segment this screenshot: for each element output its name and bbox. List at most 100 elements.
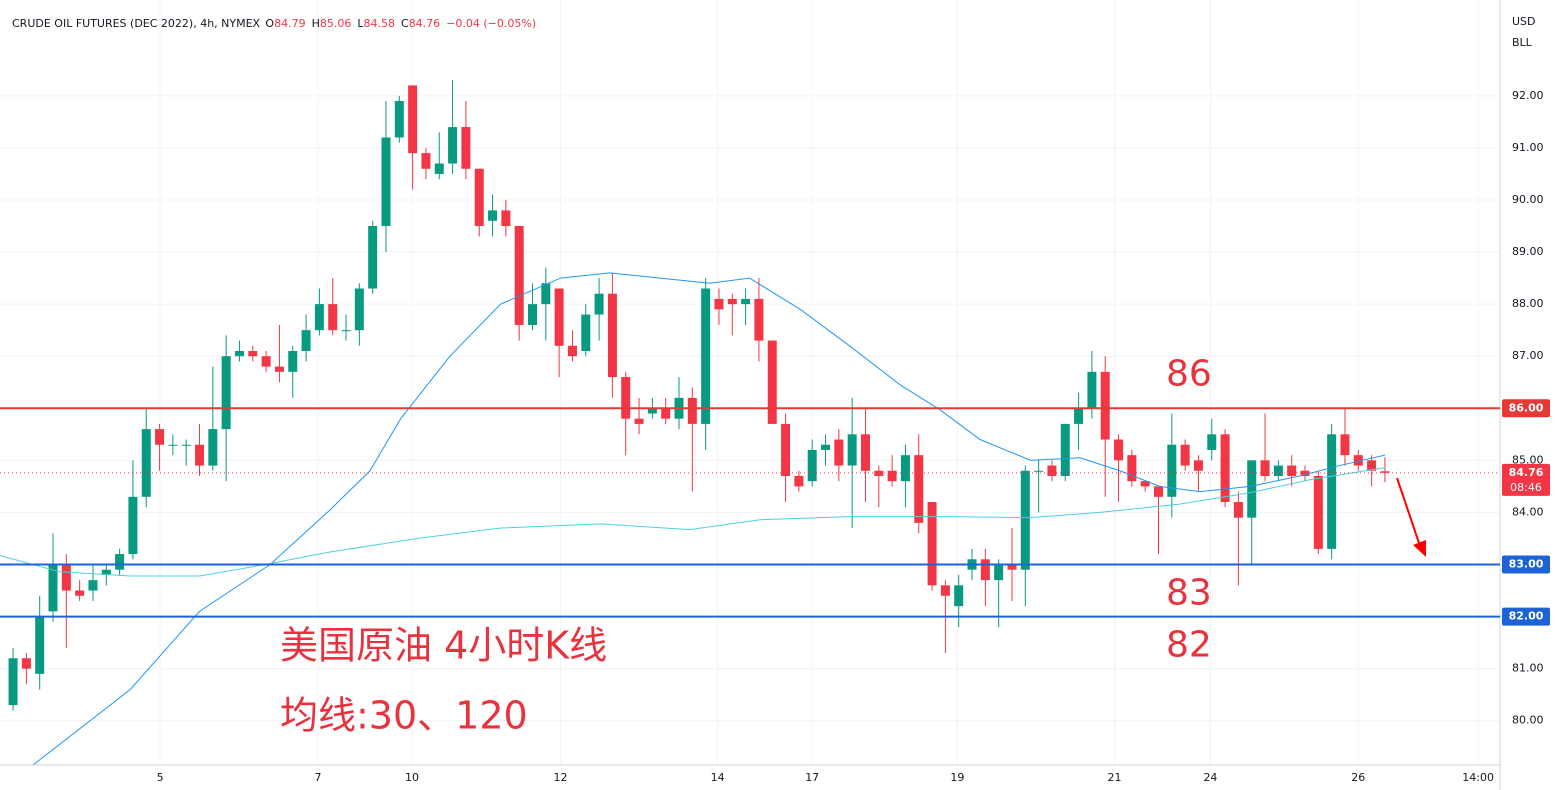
x-tick-label: 19	[950, 771, 964, 784]
y-tick-label: 87.00	[1512, 349, 1544, 362]
candle-body	[221, 356, 231, 430]
candle-body	[21, 658, 31, 669]
arrow-shaft	[1396, 477, 1420, 544]
y-tick-label: 81.00	[1512, 662, 1544, 675]
x-tick-label: 12	[553, 771, 567, 784]
level-annotation: 83	[1166, 573, 1212, 614]
plot	[0, 80, 1390, 766]
ohlc-prefix: C	[401, 17, 409, 30]
ohlc-value: 84.76	[409, 17, 441, 30]
candle-body	[488, 210, 498, 221]
grid	[0, 0, 1500, 765]
y-tick-label: 92.00	[1512, 89, 1544, 102]
candle-body	[314, 304, 324, 331]
ohlc-value: 84.58	[364, 17, 396, 30]
y-tick-label: 85.00	[1512, 453, 1544, 466]
x-tick-label: 21	[1108, 771, 1122, 784]
candle-body	[234, 350, 244, 357]
candle-body	[900, 455, 910, 482]
last-price-box	[1502, 463, 1550, 496]
candle-body	[181, 444, 191, 446]
candle-body	[1007, 564, 1017, 570]
change: −0.04 (−0.05%)	[446, 17, 536, 30]
candle-body	[1060, 423, 1070, 476]
candle-body	[474, 168, 484, 227]
candle-body	[1193, 460, 1203, 471]
candle-body	[567, 345, 577, 357]
candle-body	[461, 127, 471, 169]
candle-body	[541, 283, 551, 305]
candle-body	[1367, 460, 1377, 471]
candle-body	[701, 288, 711, 424]
candle-body	[860, 434, 870, 471]
candle-body	[914, 455, 924, 523]
x-tick-label: 24	[1203, 771, 1217, 784]
last-price-label: 84.76	[1509, 466, 1544, 479]
level-annotation: 82	[1166, 625, 1212, 666]
unit: BLL	[1512, 36, 1533, 49]
candle-body	[168, 444, 178, 446]
x-tick-label: 14	[711, 771, 725, 784]
level-label: 83.00	[1509, 558, 1544, 571]
candle-body	[301, 330, 311, 351]
ohlc-value: 85.06	[320, 17, 352, 30]
candle-body	[61, 564, 71, 591]
y-tick-label: 89.00	[1512, 245, 1544, 258]
candle-body	[35, 616, 45, 674]
candle-body	[1247, 460, 1257, 518]
arrow	[1396, 477, 1426, 557]
ohlc-prefix: H	[312, 17, 320, 30]
candle-body	[1153, 486, 1163, 497]
candle-body	[940, 585, 950, 596]
candle-body	[621, 377, 631, 419]
candle-body	[1180, 444, 1190, 466]
candle-body	[1313, 475, 1323, 549]
candle-body	[714, 298, 724, 310]
candle-body	[514, 226, 524, 325]
candle-body	[48, 564, 58, 612]
candle-body	[1327, 434, 1337, 549]
candle-body	[1273, 465, 1283, 476]
candle-body	[741, 298, 751, 305]
candle-body	[274, 366, 284, 372]
candle-body	[434, 163, 444, 174]
candle-body	[341, 330, 351, 332]
candle-body	[1353, 455, 1363, 466]
candle-body	[594, 293, 604, 315]
candle-body	[261, 356, 271, 367]
candle-body	[1100, 371, 1110, 440]
candle-body	[1047, 465, 1057, 476]
moving-average	[0, 467, 1385, 577]
candle-body	[994, 564, 1004, 581]
candle-body	[1260, 460, 1270, 476]
y-tick-label: 90.00	[1512, 193, 1544, 206]
x-tick-label: 26	[1351, 771, 1365, 784]
ohlc-prefix: O	[265, 17, 274, 30]
candle-body	[581, 314, 591, 351]
candle-body	[927, 502, 937, 586]
candle-body	[1034, 470, 1044, 472]
candle-body	[767, 340, 777, 424]
y-tick-label: 80.00	[1512, 714, 1544, 727]
candle-body	[368, 226, 378, 289]
candle-body	[354, 288, 364, 331]
candle-body	[101, 569, 111, 575]
candle-body	[381, 137, 391, 227]
candle-body	[1087, 371, 1097, 409]
candle-body	[155, 429, 165, 445]
candle-body	[1233, 502, 1243, 518]
candle-body	[661, 408, 671, 419]
level-label-box	[1502, 399, 1550, 418]
candle-body	[554, 288, 564, 346]
candle-body	[195, 444, 205, 466]
candle-body	[408, 85, 418, 154]
ohlc-prefix: L	[357, 17, 364, 30]
candle-body	[1287, 465, 1297, 476]
x-tick-label: 5	[157, 771, 164, 784]
candle-body	[954, 585, 964, 607]
y-tick-label: 91.00	[1512, 141, 1544, 154]
candle-body	[1300, 470, 1310, 476]
candle-body	[421, 153, 431, 169]
